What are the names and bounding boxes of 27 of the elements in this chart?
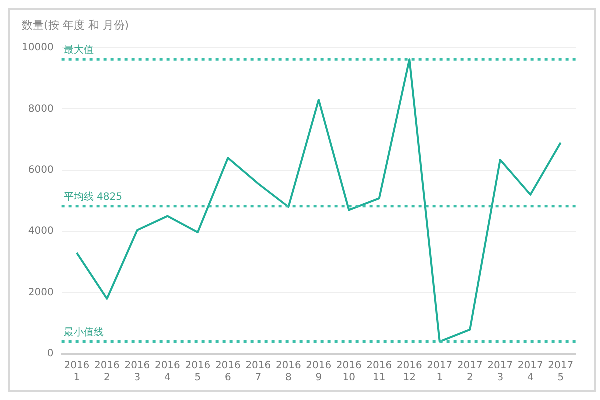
x-tick-label: 2016 11 — [366, 360, 392, 384]
x-tick-label: 2016 4 — [154, 360, 180, 384]
x-tick-label: 2016 10 — [336, 360, 362, 384]
x-tick-label: 2016 9 — [306, 360, 332, 384]
y-tick-label: 0 — [47, 348, 54, 360]
ref-line-label: 最小值线 — [64, 326, 104, 338]
x-tick-label: 2016 2 — [94, 360, 120, 384]
x-tick-label: 2017 5 — [548, 360, 574, 384]
x-tick-label: 2016 6 — [215, 360, 241, 384]
y-tick-label: 10000 — [22, 42, 54, 54]
y-axis-title: 数量(按 年度 和 月份) — [21, 18, 130, 34]
y-tick-label: 4000 — [28, 226, 54, 238]
x-tick-label: 2016 5 — [185, 360, 211, 384]
x-tick-label: 2016 8 — [276, 360, 302, 384]
x-tick-label: 2016 12 — [396, 360, 422, 384]
x-tick-label: 2016 3 — [124, 360, 150, 384]
x-tick-label: 2017 3 — [488, 360, 514, 384]
y-tick-label: 6000 — [28, 164, 54, 176]
x-tick-label: 2017 1 — [427, 360, 453, 384]
ref-line-label: 最大值 — [64, 44, 94, 56]
ref-line-label: 平均线 4825 — [64, 190, 122, 203]
x-tick-label: 2016 7 — [246, 360, 272, 384]
x-tick-label: 2017 4 — [518, 360, 544, 384]
x-tick-label: 2016 1 — [64, 360, 90, 384]
y-tick-label: 8000 — [28, 104, 54, 115]
x-tick-label: 2017 2 — [457, 360, 483, 384]
y-tick-label: 2000 — [28, 287, 54, 298]
